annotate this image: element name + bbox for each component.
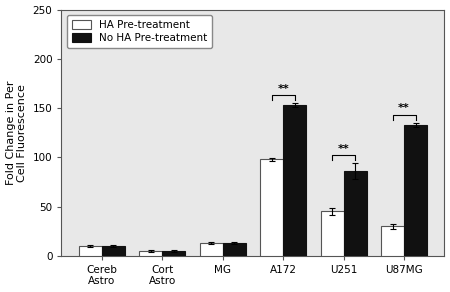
Text: **: ** xyxy=(277,84,289,94)
Bar xyxy=(200,243,223,256)
Bar xyxy=(140,251,162,256)
Text: **: ** xyxy=(338,144,350,154)
Bar xyxy=(223,243,246,256)
Bar xyxy=(321,211,344,256)
Bar xyxy=(404,125,427,256)
Bar xyxy=(260,159,283,256)
Legend: HA Pre-treatment, No HA Pre-treatment: HA Pre-treatment, No HA Pre-treatment xyxy=(67,15,212,48)
Bar xyxy=(102,246,125,256)
Bar xyxy=(283,105,306,256)
Y-axis label: Fold Change in Per
Cell Fluorescence: Fold Change in Per Cell Fluorescence xyxy=(5,80,27,185)
Bar xyxy=(79,246,102,256)
Bar xyxy=(381,226,404,256)
Bar xyxy=(344,171,367,256)
Text: **: ** xyxy=(398,103,410,114)
Bar xyxy=(162,251,185,256)
